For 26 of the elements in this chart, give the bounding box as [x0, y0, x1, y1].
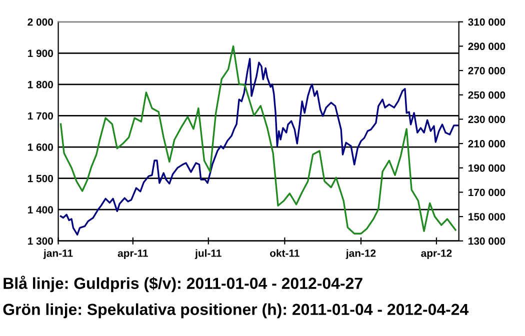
- x-tick-label: jan-11: [43, 249, 73, 259]
- y-tick-label: 2 000: [28, 18, 53, 26]
- y-tick-label: 1 400: [28, 206, 53, 214]
- y2-tick-label: 130 000: [468, 237, 506, 245]
- x-tick-label: okt-11: [270, 249, 300, 257]
- y2-tick-label: 230 000: [468, 116, 506, 124]
- y2-tick-label: 150 000: [468, 213, 506, 220]
- y2-tick-label: 310 000: [468, 18, 506, 26]
- text: Grön linje: Spekulativa positioner (h): 2011-01-04 - 2012-04-24: [3, 303, 469, 318]
- y-tick-label: 1 800: [28, 80, 53, 88]
- y-tick-label: 1 300: [28, 237, 53, 245]
- x-tick-label: apr-11: [118, 250, 148, 259]
- x-tick-label: apr-12: [421, 250, 452, 259]
- y2-tick-label: 270 000: [468, 67, 506, 74]
- y-tick-label: 1 900: [28, 50, 53, 58]
- y2-tick-label: 170 000: [468, 188, 506, 196]
- x-tick-label: jan-12: [346, 249, 376, 259]
- y-tick-label: 1 500: [28, 174, 53, 182]
- y-tick-label: 1 700: [28, 112, 53, 120]
- y2-tick-label: 290 000: [468, 42, 506, 50]
- y2-tick-label: 210 000: [468, 140, 506, 148]
- y-tick-label: 1 600: [28, 144, 53, 151]
- x-tick-label: jul-11: [194, 249, 222, 259]
- y2-tick-label: 250 000: [468, 91, 506, 99]
- text: Blå linje: Guldpris ($/v): 2011-01-04 - 2012-04-27: [4, 276, 362, 292]
- y2-tick-label: 190 000: [468, 164, 506, 172]
